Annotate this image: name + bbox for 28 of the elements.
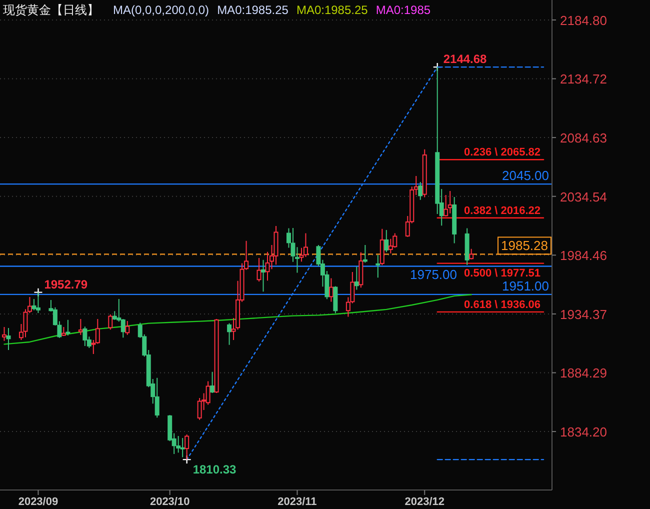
y-tick-label: 1884.29 xyxy=(560,366,607,381)
series-label: 0.618 \ 1936.06 xyxy=(464,298,541,311)
annotation: MA0:1985.25 xyxy=(296,3,368,17)
annotation: 2144.68 xyxy=(443,52,488,66)
x-tick-label: 2023/11 xyxy=(278,496,317,508)
ref-line-label: 1985.28 xyxy=(501,238,548,254)
ref-line-label: 2045.00 xyxy=(502,168,549,184)
x-tick-label: 2023/10 xyxy=(150,496,190,508)
series-label: 0.236 \ 2065.82 xyxy=(464,146,541,159)
chart-title: 现货黄金【日线】 xyxy=(3,3,99,17)
y-tick-label: 1984.46 xyxy=(560,248,607,264)
annotation: MA0:1985.25 xyxy=(217,3,289,17)
y-tick-label: 1934.37 xyxy=(560,306,607,322)
y-tick-label: 2184.80 xyxy=(560,12,607,28)
series-label: 0.500 \ 1977.51 xyxy=(464,267,541,280)
x-tick-label: 2023/12 xyxy=(404,496,444,508)
annotation: MA0:1985 xyxy=(376,3,431,17)
annotation: 1810.33 xyxy=(192,462,237,477)
annotation: 1952.79 xyxy=(44,277,88,292)
x-tick-label: 2023/09 xyxy=(18,496,58,508)
ref-line-label: 1951.00 xyxy=(502,278,549,294)
series-label: 0.382 \ 2016.22 xyxy=(464,204,541,217)
y-tick-label: 2084.63 xyxy=(560,130,607,146)
y-tick-label: 2034.54 xyxy=(560,189,607,204)
y-tick-label: 1834.20 xyxy=(560,424,607,440)
ref-line-label: 1975.00 xyxy=(410,267,457,282)
annotation: MA(0,0,0,200,0,0) xyxy=(113,3,210,17)
y-tick-label: 2134.72 xyxy=(560,72,607,87)
